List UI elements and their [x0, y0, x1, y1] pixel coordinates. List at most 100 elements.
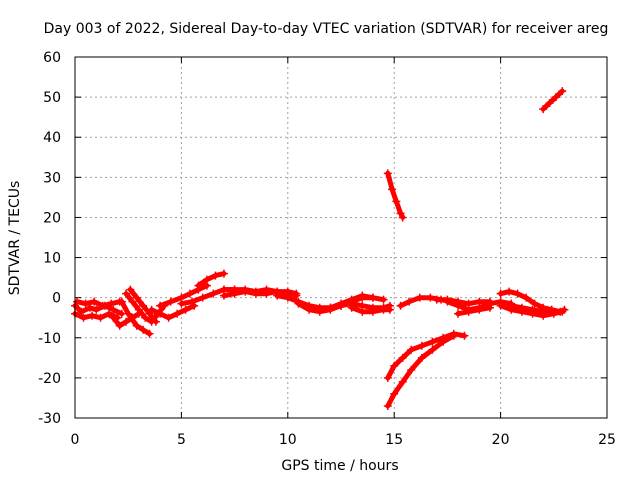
data-point [454, 309, 463, 318]
data-series-arc-21 [383, 331, 458, 410]
data-point [181, 305, 190, 314]
data-point [90, 297, 99, 306]
data-point [145, 329, 154, 338]
data-point [545, 99, 554, 108]
data-point [379, 295, 388, 304]
data-point [407, 345, 416, 354]
data-point [88, 311, 97, 320]
data-point [547, 305, 556, 314]
data-point [390, 389, 399, 398]
data-point [230, 285, 239, 294]
series-trace [540, 307, 567, 315]
data-point [337, 301, 345, 310]
data-point [73, 297, 82, 306]
series-trace [385, 333, 457, 409]
data-point [117, 297, 126, 306]
data-point [122, 289, 131, 298]
data-point [209, 289, 218, 298]
data-point [173, 309, 182, 318]
data-point [219, 285, 228, 294]
data-point [128, 297, 137, 306]
data-point [368, 307, 377, 316]
data-point [241, 285, 250, 294]
data-series-arc-08 [147, 301, 199, 322]
data-point [485, 303, 494, 312]
data-point [417, 353, 426, 362]
series-trace [540, 88, 565, 112]
data-point [194, 281, 203, 290]
data-series-arc-26 [496, 287, 556, 314]
data-point [107, 299, 116, 308]
data-series-arc-30 [539, 87, 567, 114]
data-points [71, 87, 569, 410]
data-point [398, 377, 407, 386]
data-point [211, 271, 220, 280]
data-point [398, 213, 407, 222]
data-point [385, 305, 394, 314]
data-point [513, 289, 522, 298]
x-axis-label: GPS time / hours [281, 458, 398, 474]
data-point [166, 297, 175, 306]
data-point [558, 87, 567, 96]
data-point [383, 373, 392, 382]
y-tick-label: -20 [38, 371, 61, 387]
x-tick-label: 25 [598, 432, 616, 448]
data-point [398, 353, 407, 362]
data-point [134, 305, 143, 314]
grid-lines [75, 57, 607, 418]
data-point [251, 287, 260, 296]
data-point [464, 307, 473, 316]
data-point [115, 321, 124, 330]
data-point [358, 291, 367, 300]
data-point [428, 345, 437, 354]
data-point [505, 287, 514, 296]
data-point [79, 313, 88, 322]
data-point [164, 313, 173, 322]
data-series-arc-05 [117, 297, 154, 338]
data-point [145, 309, 154, 318]
x-tick-label: 0 [71, 432, 80, 448]
data-series-arc-07 [126, 285, 160, 326]
data-point [428, 337, 437, 346]
data-point [496, 301, 505, 310]
data-point [556, 307, 565, 316]
data-point [390, 361, 399, 370]
data-point [122, 317, 131, 326]
data-point [528, 305, 537, 314]
data-point [305, 305, 314, 314]
y-tick-label: -10 [38, 331, 61, 347]
data-point [522, 293, 531, 302]
data-point [443, 297, 452, 306]
data-point [405, 297, 414, 306]
data-point [283, 293, 292, 302]
data-point [475, 305, 484, 314]
data-point [188, 297, 197, 306]
data-point [383, 401, 392, 410]
data-point [92, 305, 101, 314]
data-point [132, 293, 141, 302]
y-axis-label: SDTVAR / TECUs [7, 181, 23, 296]
data-point [496, 289, 505, 298]
data-point [460, 331, 469, 340]
data-point [139, 325, 148, 334]
data-point [560, 305, 569, 314]
data-point [396, 301, 405, 310]
series-trace [508, 303, 546, 315]
y-axis-ticks: -30 -20 -10 0 10 20 30 40 50 60 [38, 50, 607, 427]
data-point [98, 301, 107, 310]
data-point [530, 299, 539, 308]
data-point [147, 305, 156, 314]
plot-frame [74, 56, 608, 419]
data-point [358, 307, 367, 316]
data-point [105, 309, 114, 318]
data-point [141, 313, 150, 322]
data-point [432, 295, 441, 304]
data-point [407, 365, 416, 374]
data-point [426, 293, 435, 302]
data-series-arc-29 [539, 305, 569, 316]
data-point [185, 289, 194, 298]
y-tick-label: 10 [43, 251, 61, 267]
data-point [326, 303, 335, 312]
data-point [294, 299, 303, 308]
